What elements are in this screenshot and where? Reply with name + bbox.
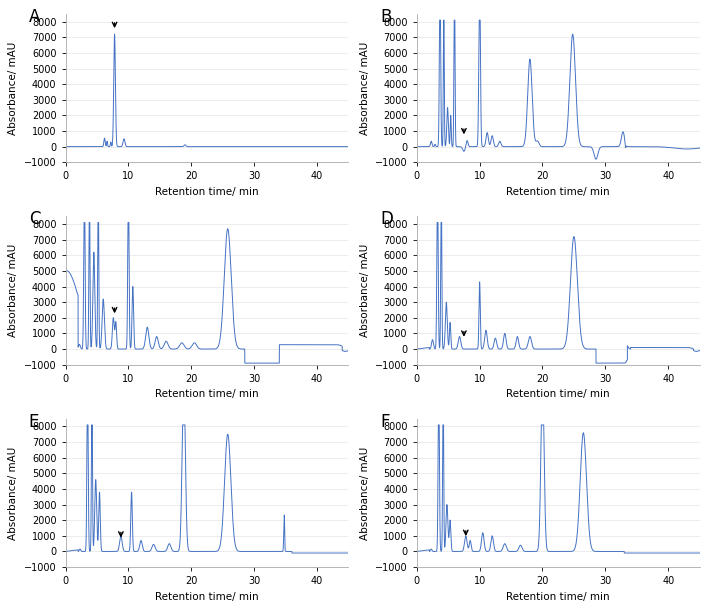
X-axis label: Retention time/ min: Retention time/ min	[155, 592, 259, 601]
X-axis label: Retention time/ min: Retention time/ min	[506, 592, 610, 601]
Y-axis label: Absorbance/ mAU: Absorbance/ mAU	[360, 41, 370, 135]
X-axis label: Retention time/ min: Retention time/ min	[506, 389, 610, 400]
Text: A: A	[29, 8, 40, 26]
Y-axis label: Absorbance/ mAU: Absorbance/ mAU	[360, 244, 370, 337]
Y-axis label: Absorbance/ mAU: Absorbance/ mAU	[8, 447, 18, 539]
Text: E: E	[29, 413, 39, 431]
X-axis label: Retention time/ min: Retention time/ min	[155, 187, 259, 197]
Text: C: C	[29, 210, 40, 228]
Y-axis label: Absorbance/ mAU: Absorbance/ mAU	[8, 244, 18, 337]
Y-axis label: Absorbance/ mAU: Absorbance/ mAU	[360, 447, 370, 539]
X-axis label: Retention time/ min: Retention time/ min	[506, 187, 610, 197]
Text: D: D	[380, 210, 393, 228]
X-axis label: Retention time/ min: Retention time/ min	[155, 389, 259, 400]
Y-axis label: Absorbance/ mAU: Absorbance/ mAU	[8, 41, 18, 135]
Text: F: F	[380, 413, 389, 431]
Text: B: B	[380, 8, 392, 26]
